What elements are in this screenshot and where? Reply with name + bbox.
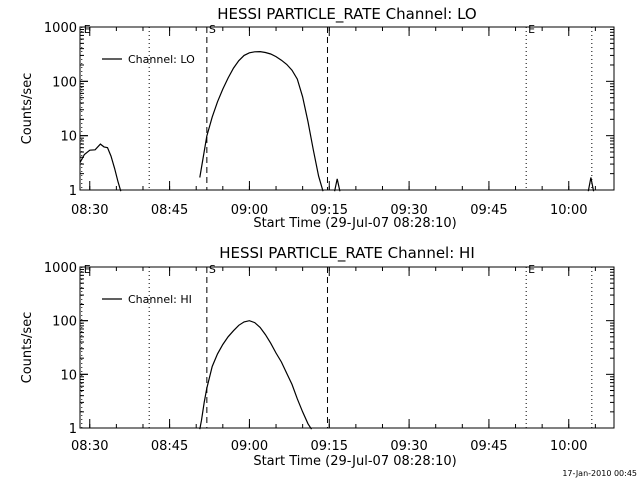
y-tick-label: 100 <box>52 315 77 330</box>
x-tick-label: 08:45 <box>151 203 188 218</box>
x-tick-label: 09:30 <box>390 203 427 218</box>
plot-frame <box>79 26 615 191</box>
marker-label: E <box>84 23 91 36</box>
y-tick-label: 1 <box>69 422 77 437</box>
y-tick-label: 1000 <box>44 261 77 276</box>
x-tick-label: 09:15 <box>311 439 348 454</box>
series-line-segment <box>587 177 595 192</box>
chart-panels: HESSI PARTICLE_RATE Channel: LO110100100… <box>20 5 615 469</box>
marker-label: S <box>209 263 216 276</box>
chart-panel-2: HESSI PARTICLE_RATE Channel: HI 1 10 100 100… <box>20 244 615 469</box>
y-tick-label: 1000 <box>44 21 77 36</box>
x-tick-label: 09:45 <box>470 203 507 218</box>
x-tick-label: 09:00 <box>231 203 268 218</box>
x-tick-label: 10:00 <box>550 439 587 454</box>
footer-timestamp: 17-Jan-2010 00:45 <box>562 469 637 478</box>
series-line-segment <box>79 143 122 192</box>
marker-label: E <box>528 23 535 36</box>
y-tick-label: 1 <box>69 184 77 199</box>
series-line-segment <box>334 178 341 192</box>
x-tick-label: 09:00 <box>231 439 268 454</box>
x-axis-label: Start Time (29-Jul-07 08:28:10) <box>253 454 456 469</box>
y-tick-label: 100 <box>52 75 77 90</box>
y-axis-label: Counts/sec <box>20 73 35 145</box>
x-tick-label: 10:00 <box>550 203 587 218</box>
marker-label: E <box>84 263 91 276</box>
plot-frame <box>79 266 615 429</box>
series-line-segment <box>199 50 324 192</box>
legend-label: Channel: HI <box>128 293 192 306</box>
x-tick-label: 09:15 <box>311 203 348 218</box>
chart-title: HESSI PARTICLE_RATE Channel: HI <box>219 244 475 263</box>
chart-panel-1: HESSI PARTICLE_RATE Channel: LO 1 10 100 100… <box>20 5 615 231</box>
y-axis-label: Counts/sec <box>20 312 35 384</box>
x-tick-label: 08:30 <box>71 203 108 218</box>
y-tick-label: 10 <box>60 368 77 383</box>
x-tick-label: 08:30 <box>71 439 108 454</box>
x-axis-label: Start Time (29-Jul-07 08:28:10) <box>253 216 456 231</box>
marker-label: S <box>209 23 216 36</box>
x-tick-label: 09:45 <box>470 439 507 454</box>
series-line-segment <box>199 320 313 430</box>
marker-label: E <box>528 263 535 276</box>
x-tick-label: 08:45 <box>151 439 188 454</box>
chart-title: HESSI PARTICLE_RATE Channel: LO <box>217 5 476 24</box>
x-tick-label: 09:30 <box>390 439 427 454</box>
legend-label: Channel: LO <box>128 53 195 66</box>
y-tick-label: 10 <box>60 130 77 145</box>
